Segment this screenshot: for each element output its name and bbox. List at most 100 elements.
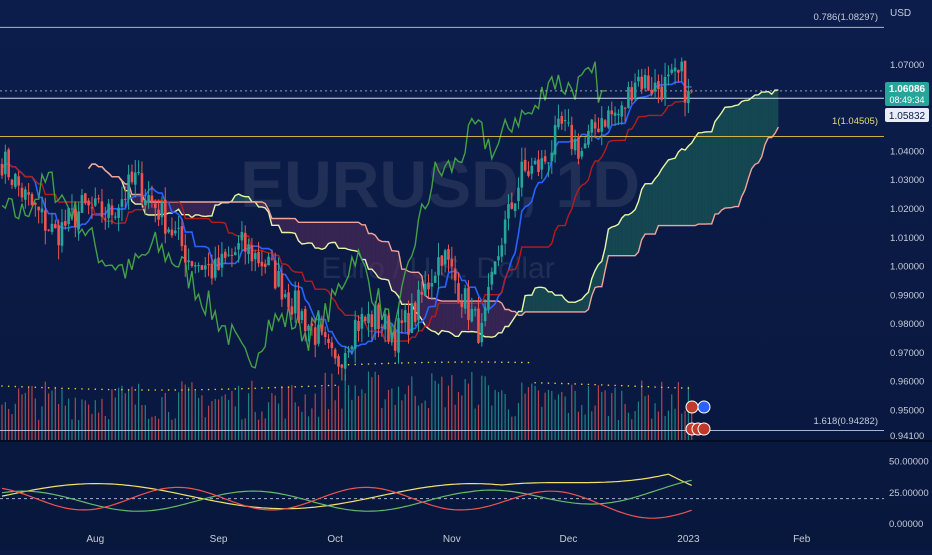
cloud-segment <box>319 222 322 249</box>
cloud-segment <box>608 227 611 256</box>
volume-bar <box>255 412 256 440</box>
fib-label-mid: 1(1.04505) <box>832 116 878 127</box>
candle-body <box>431 283 434 287</box>
volume-bar <box>495 390 496 440</box>
volume-ma-dot <box>228 388 230 390</box>
volume-bar <box>18 388 19 440</box>
cloud-segment <box>392 251 395 293</box>
candle-body <box>244 233 247 252</box>
volume-ma-dot <box>354 364 356 366</box>
candle-body <box>690 91 693 92</box>
volume-ma-dot <box>248 388 250 390</box>
candle-body <box>97 198 100 199</box>
cloud-segment <box>555 295 558 312</box>
candle-body <box>464 288 467 308</box>
cloud-segment <box>652 179 655 234</box>
volume-ma-dot <box>641 386 643 388</box>
candle-body <box>224 252 227 258</box>
last-price-tag: 1.06086 08:49:34 <box>885 82 929 106</box>
cloud-segment <box>675 152 678 226</box>
volume-bar <box>295 402 296 440</box>
volume-bar <box>271 393 272 440</box>
volume-bar <box>684 411 685 440</box>
candle-body <box>81 195 84 213</box>
volume-bar <box>445 407 446 440</box>
candle-body <box>104 219 107 220</box>
candle-body <box>341 365 344 368</box>
volume-bar <box>85 400 86 440</box>
cloud-segment <box>692 137 695 225</box>
volume-bar <box>21 394 22 440</box>
volume-bar <box>218 399 219 440</box>
time-tick-label: Dec <box>560 534 578 545</box>
volume-bar <box>101 399 102 440</box>
candle-body <box>424 284 427 296</box>
volume-ma-dot <box>388 363 390 365</box>
volume-bar <box>298 406 299 440</box>
volume-ma-dot <box>161 389 163 391</box>
volume-ma-dot <box>141 389 143 391</box>
volume-bar <box>631 419 632 440</box>
volume-bar <box>158 419 159 440</box>
event-marker-1[interactable] <box>686 401 698 413</box>
volume-ma-dot <box>608 384 610 386</box>
volume-bar <box>251 381 252 440</box>
time-tick-label: Nov <box>443 534 461 545</box>
cloud-segment <box>498 301 501 333</box>
volume-bar <box>585 414 586 440</box>
volume-bar <box>558 394 559 440</box>
pane-separator[interactable] <box>0 440 932 442</box>
volume-bar <box>48 393 49 440</box>
volume-bar <box>275 395 276 440</box>
cloud-segment <box>645 184 648 234</box>
volume-ma-dot <box>201 389 203 391</box>
event-marker-2[interactable] <box>698 401 710 413</box>
volume-ma-dot <box>294 386 296 388</box>
candle-body <box>197 265 200 266</box>
candle-body <box>251 245 254 261</box>
volume-bar <box>68 399 69 440</box>
line-price-value: 1.05832 <box>889 111 926 122</box>
volume-bar <box>545 393 546 440</box>
volume-bar <box>311 408 312 440</box>
volume-bar <box>1 405 2 440</box>
volume-ma-dot <box>601 384 603 386</box>
candle-body <box>417 290 420 321</box>
candle-body <box>441 256 444 266</box>
candle-body <box>311 324 314 326</box>
candle-body <box>481 323 484 342</box>
cloud-segment <box>305 222 308 243</box>
candle-body <box>454 269 457 281</box>
candle-body <box>281 273 284 299</box>
volume-bar <box>95 400 96 440</box>
volume-bar <box>654 403 655 440</box>
candle-body <box>677 70 680 73</box>
candle-body <box>207 264 210 265</box>
candle-body <box>461 302 464 307</box>
volume-bar <box>98 413 99 440</box>
candle-body <box>607 110 610 127</box>
line-price-tag: 1.05832 <box>885 108 929 122</box>
volume-bar <box>515 416 516 440</box>
volume-bar <box>425 400 426 440</box>
candle-body <box>570 125 573 149</box>
volume-bar <box>531 384 532 440</box>
volume-ma-dot <box>48 387 50 389</box>
volume-ma-dot <box>261 387 263 389</box>
candle-body <box>577 136 580 158</box>
volume-bar <box>511 417 512 440</box>
volume-ma-dot <box>121 389 123 391</box>
volume-bar <box>121 386 122 440</box>
candle-body <box>14 174 17 187</box>
cloud-segment <box>375 235 378 277</box>
volume-bar <box>381 408 382 440</box>
volume-bar <box>245 418 246 440</box>
candle-body <box>121 199 124 207</box>
volume-ma-dot <box>254 387 256 389</box>
price-tick-label: 1.02000 <box>890 204 924 215</box>
event-marker-5[interactable] <box>698 423 710 435</box>
candle-body <box>137 172 140 173</box>
volume-ma-dot <box>194 389 196 391</box>
